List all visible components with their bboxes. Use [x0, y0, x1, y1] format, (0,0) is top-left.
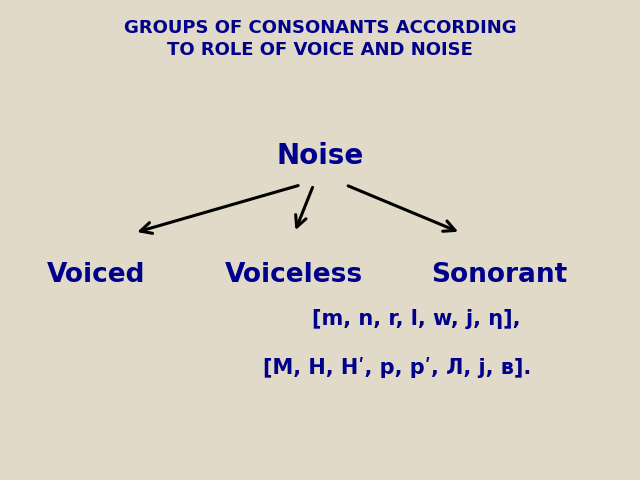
Text: Voiced: Voiced — [47, 262, 145, 288]
Text: [m, n, r, l, w, j, η],: [m, n, r, l, w, j, η], — [312, 309, 520, 329]
Text: Voiceless: Voiceless — [225, 262, 364, 288]
Text: Noise: Noise — [276, 143, 364, 170]
Text: GROUPS OF CONSONANTS ACCORDING
TO ROLE OF VOICE AND NOISE: GROUPS OF CONSONANTS ACCORDING TO ROLE O… — [124, 19, 516, 60]
Text: Sonorant: Sonorant — [431, 262, 567, 288]
Text: [М, Н, Нʹ, р, рʹ, Л, j, в].: [М, Н, Нʹ, р, рʹ, Л, j, в]. — [262, 357, 531, 378]
